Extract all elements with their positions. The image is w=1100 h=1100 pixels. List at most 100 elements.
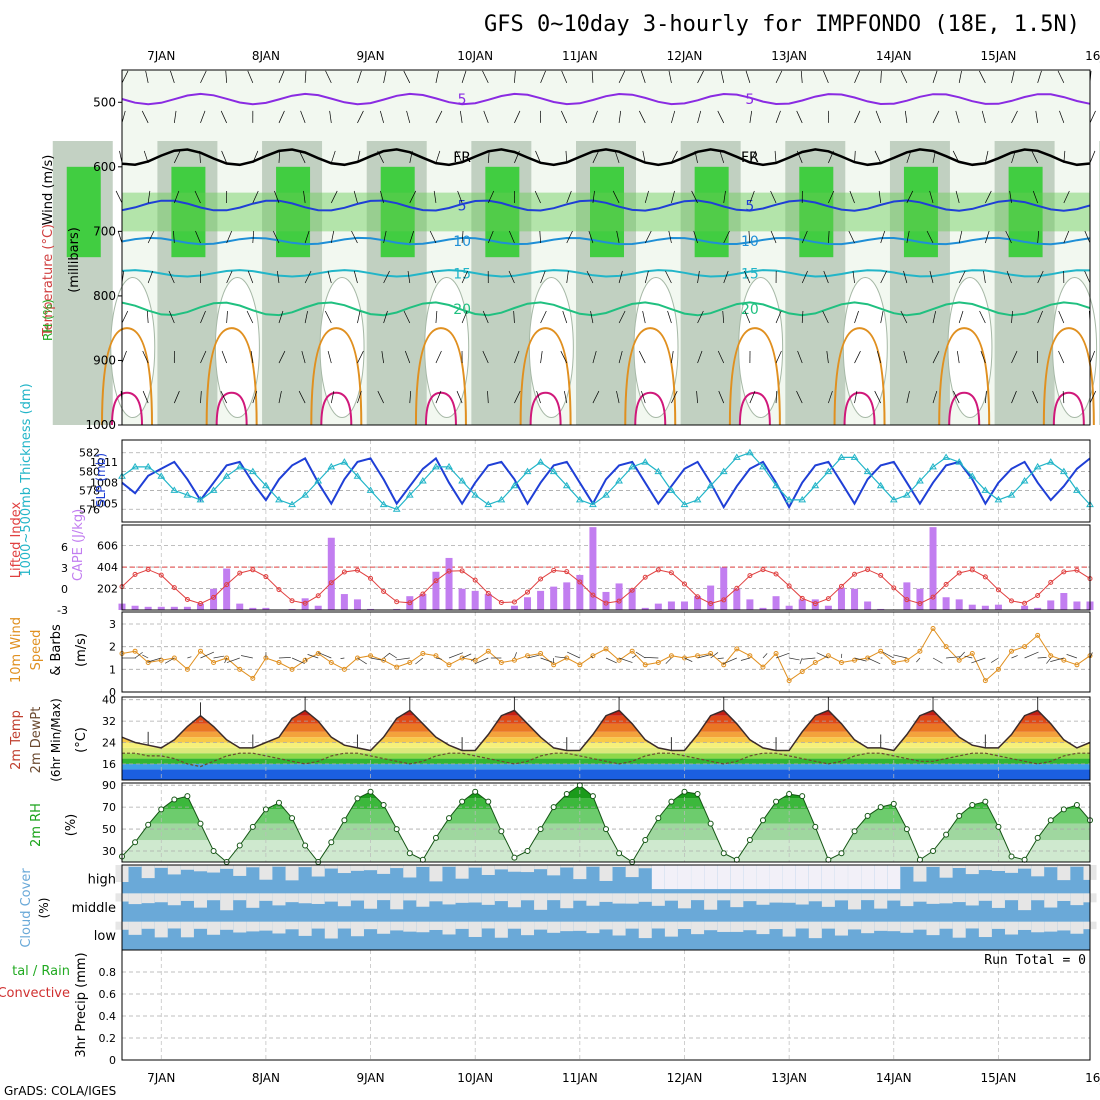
wind-barb — [409, 190, 417, 204]
wind-barb — [304, 270, 312, 284]
ylabel-temp-c: (6hr Min/Max) — [49, 698, 63, 782]
wind-barb — [117, 230, 123, 244]
wind-barb — [929, 270, 934, 284]
cloud-row-label: middle — [72, 901, 116, 916]
wind-barb — [823, 70, 829, 84]
wind-barb — [906, 190, 914, 204]
wind-barb — [299, 150, 306, 164]
lifted-index-marker — [1074, 567, 1080, 573]
wind-barb — [1063, 150, 1066, 163]
lifted-index-marker — [1022, 600, 1028, 606]
cloud-cell — [978, 865, 992, 871]
wind-barb — [668, 230, 672, 244]
lifted-index-marker — [708, 600, 714, 606]
cloud-cell — [573, 865, 587, 880]
wind-barb — [796, 150, 803, 164]
wind-barb — [932, 310, 937, 324]
li-tick: 3 — [61, 562, 68, 575]
rh-dry-cell — [947, 277, 993, 419]
wind-barb-10m — [291, 657, 305, 664]
rh-marker — [472, 788, 479, 795]
wind-barb — [1037, 310, 1043, 324]
wind-barb-10m — [722, 657, 737, 665]
cloud-cell — [1070, 865, 1084, 867]
thickness-marker — [471, 491, 480, 498]
wind-barb — [797, 350, 803, 364]
wind-barb — [774, 150, 777, 163]
cloud-cell — [625, 921, 639, 929]
thickness-marker — [667, 486, 676, 493]
cloud-cell — [416, 921, 430, 933]
wind-tick: 0 — [109, 686, 116, 699]
cape-bar — [641, 607, 649, 610]
ylabel-rh2m: 2m RH — [29, 803, 44, 847]
cloud-cell — [311, 893, 325, 904]
date-label-bottom: 15JAN — [981, 1071, 1017, 1085]
cloud-cell — [730, 921, 744, 932]
cloud-cell — [965, 865, 979, 875]
wind-barb-10m — [200, 651, 215, 659]
rh-marker — [838, 850, 845, 857]
cloud-cell — [599, 921, 613, 930]
date-label-top: 15JAN — [981, 49, 1017, 63]
wind-barb — [195, 230, 201, 244]
lifted-index-marker — [276, 587, 282, 593]
wind-barb — [770, 190, 777, 204]
wind-speed-marker — [812, 660, 818, 666]
lifted-index-marker — [917, 601, 923, 607]
isotherm-label: 5 — [458, 92, 467, 108]
cloud-cell — [455, 865, 469, 879]
cloud-cell — [1070, 921, 1084, 934]
cape-bar — [550, 586, 558, 610]
ylabel-thickness: 1000~500mb Thickness (dm) — [19, 383, 34, 576]
wind-speed-marker — [708, 650, 714, 656]
wind-speed-marker — [734, 646, 740, 652]
cloud-cell — [599, 893, 613, 902]
wind-speed-marker — [721, 662, 727, 668]
wind-barb — [671, 110, 676, 124]
wind-barb-10m — [971, 657, 986, 664]
cloud-cell — [416, 865, 430, 867]
cloud-cell — [154, 865, 168, 868]
wind-barb — [744, 310, 751, 324]
cape-bar — [236, 603, 244, 610]
wind-barb — [461, 70, 467, 84]
cloud-cell — [494, 865, 508, 870]
wind-speed-marker — [145, 660, 151, 666]
cloud-cell — [377, 921, 391, 934]
wind-barb-10m — [665, 657, 672, 664]
cloud-cell — [272, 921, 286, 934]
wind-barb — [330, 190, 338, 204]
wind-barb-10m — [916, 657, 921, 663]
lifted-index-marker — [786, 583, 792, 589]
cloud-cell — [207, 893, 221, 901]
date-label-bottom: 16JAN — [1085, 1071, 1100, 1085]
wind-tick: 1 — [109, 663, 116, 676]
thickness-marker — [157, 472, 166, 479]
cloud-cell — [874, 865, 888, 890]
cape-bar — [994, 604, 1002, 610]
cloud-cell — [128, 893, 142, 905]
wind-barb — [749, 390, 756, 404]
wind-barb-10m — [226, 657, 240, 663]
rh-tick: 30 — [102, 845, 116, 858]
precip-tick: 0.4 — [99, 1010, 117, 1023]
wind-barb — [592, 110, 598, 124]
wind-speed-marker — [891, 660, 897, 666]
isotherm-25 — [1042, 327, 1095, 426]
thickness-marker — [209, 486, 218, 493]
wind-barb — [278, 110, 285, 124]
lifted-index-marker — [760, 567, 766, 573]
temp-band — [122, 763, 1090, 770]
cloud-cell — [285, 865, 299, 881]
isotherm-30 — [320, 391, 353, 426]
wind-barb — [121, 350, 127, 364]
wind-barb — [906, 390, 910, 404]
lifted-index-marker — [956, 570, 962, 576]
rh-marker — [236, 842, 243, 849]
thickness-marker — [235, 462, 244, 470]
cloud-cell — [429, 893, 443, 902]
wind-barb — [174, 390, 180, 404]
thickness-marker — [484, 500, 493, 508]
wind-barb-10m — [893, 654, 907, 659]
